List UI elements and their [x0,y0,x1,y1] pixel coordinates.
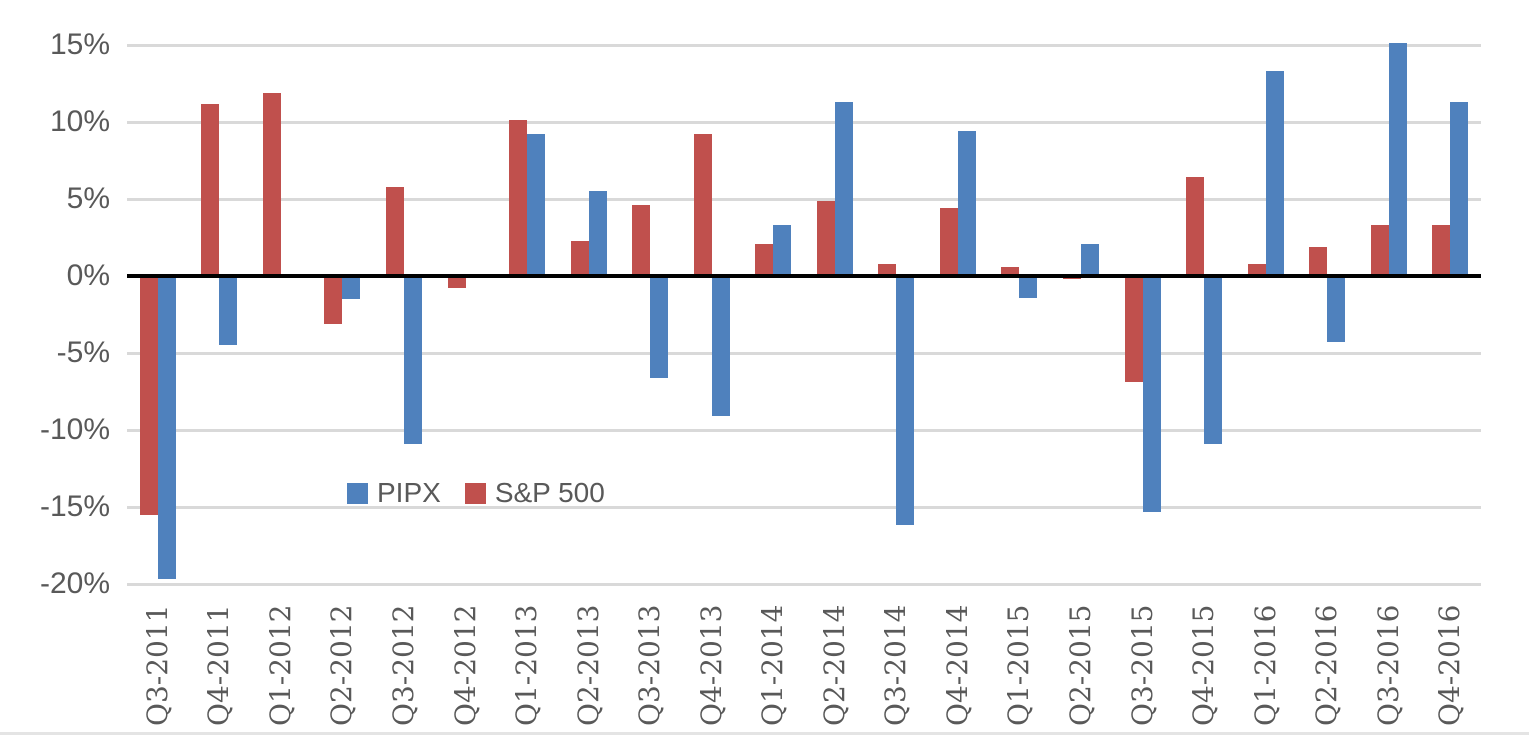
bar-pipx-q2-2012 [342,276,360,299]
zero-axis-line [127,274,1481,278]
bar-sp500-q2-2014 [817,201,835,276]
legend-item-pipx: PIPX [347,477,441,509]
bar-pipx-q1-2013 [527,134,545,276]
x-tick-label-q4-2012: Q4-2012 [449,604,482,727]
bar-sp500-q1-2014 [755,244,773,276]
sp500-legend-label: S&P 500 [494,477,605,508]
gridline-10 [127,121,1481,124]
x-tick-label-q4-2011: Q4-2011 [202,604,235,727]
y-tick-label--20: -20% [39,567,110,600]
bar-sp500-q2-2013 [571,241,589,276]
x-tick-label-q2-2014: Q2-2014 [818,604,851,727]
pipx-legend-swatch-icon [347,482,368,504]
bar-pipx-q1-2014 [773,225,791,276]
x-tick-label-q3-2016: Q3-2016 [1372,604,1405,727]
x-tick-label-q3-2013: Q3-2013 [633,604,666,727]
bar-sp500-q3-2011 [140,276,158,515]
bar-sp500-q2-2012 [324,276,342,324]
bar-pipx-q4-2015 [1204,276,1222,444]
x-tick-label-q4-2015: Q4-2015 [1187,604,1220,727]
bar-pipx-q3-2015 [1143,276,1161,512]
y-tick-label--15: -15% [39,490,110,523]
pipx-legend-label: PIPX [377,477,441,508]
chart-bottom-border [0,732,1529,735]
x-tick-label-q3-2011: Q3-2011 [141,604,174,727]
x-tick-label-q4-2013: Q4-2013 [695,604,728,727]
bar-sp500-q1-2012 [263,93,281,276]
bar-pipx-q4-2014 [958,131,976,276]
x-tick-label-q2-2015: Q2-2015 [1064,604,1097,727]
bar-sp500-q3-2016 [1371,225,1389,276]
sp500-legend-swatch-icon [464,482,486,504]
bar-sp500-q4-2013 [694,134,712,276]
bar-pipx-q3-2014 [896,276,914,525]
bar-pipx-q3-2013 [650,276,668,378]
gridline--20 [127,583,1481,586]
y-tick-label-10: 10% [49,105,110,138]
bar-sp500-q4-2016 [1432,225,1450,276]
gridline--5 [127,352,1481,355]
bar-pipx-q3-2011 [158,276,176,579]
x-tick-label-q2-2012: Q2-2012 [325,604,358,727]
bar-sp500-q2-2016 [1309,247,1327,276]
bar-pipx-q1-2016 [1266,71,1284,276]
y-tick-label-15: 15% [49,28,110,61]
x-tick-label-q2-2013: Q2-2013 [572,604,605,727]
y-tick-label-5: 5% [66,182,110,215]
x-tick-label-q3-2015: Q3-2015 [1126,604,1159,727]
gridline-5 [127,198,1481,201]
x-tick-label-q4-2016: Q4-2016 [1433,604,1466,727]
y-tick-label--5: -5% [56,336,110,369]
bar-sp500-q4-2014 [940,208,958,276]
bar-pipx-q2-2016 [1327,276,1345,342]
bar-sp500-q4-2015 [1186,177,1204,276]
gridline--15 [127,506,1481,509]
bar-pipx-q1-2015 [1019,276,1037,298]
bar-sp500-q1-2015 [1001,267,1019,276]
bar-pipx-q3-2012 [404,276,422,444]
bar-pipx-q2-2015 [1081,244,1099,276]
x-tick-label-q1-2013: Q1-2013 [510,604,543,727]
bar-sp500-q4-2011 [201,104,219,276]
bar-sp500-q3-2014 [878,264,896,276]
gridline-15 [127,44,1481,47]
bar-pipx-q3-2016 [1389,43,1407,276]
x-tick-label-q1-2012: Q1-2012 [264,604,297,727]
x-tick-label-q1-2016: Q1-2016 [1249,604,1282,727]
x-tick-label-q1-2014: Q1-2014 [756,604,789,727]
x-tick-label-q1-2015: Q1-2015 [1002,604,1035,727]
bar-sp500-q3-2013 [632,205,650,276]
bar-sp500-q1-2013 [509,120,527,276]
gridline--10 [127,429,1481,432]
bar-pipx-q4-2016 [1450,102,1468,276]
bar-pipx-q2-2014 [835,102,853,276]
bar-sp500-q3-2012 [386,187,404,276]
x-tick-label-q3-2014: Q3-2014 [879,604,912,727]
bar-pipx-q2-2013 [589,191,607,276]
chart-legend: PIPX S&P 500 [347,477,605,509]
legend-item-sp500: S&P 500 [464,477,605,509]
x-tick-label-q3-2012: Q3-2012 [387,604,420,727]
bar-pipx-q4-2013 [712,276,730,416]
bar-sp500-q4-2012 [448,276,466,288]
y-tick-label--10: -10% [39,413,110,446]
bar-sp500-q1-2016 [1248,264,1266,276]
bar-pipx-q4-2011 [219,276,237,345]
bar-sp500-q3-2015 [1125,276,1143,382]
y-tick-label-0: 0% [66,259,110,292]
x-tick-label-q2-2016: Q2-2016 [1310,604,1343,727]
x-tick-label-q4-2014: Q4-2014 [941,604,974,727]
